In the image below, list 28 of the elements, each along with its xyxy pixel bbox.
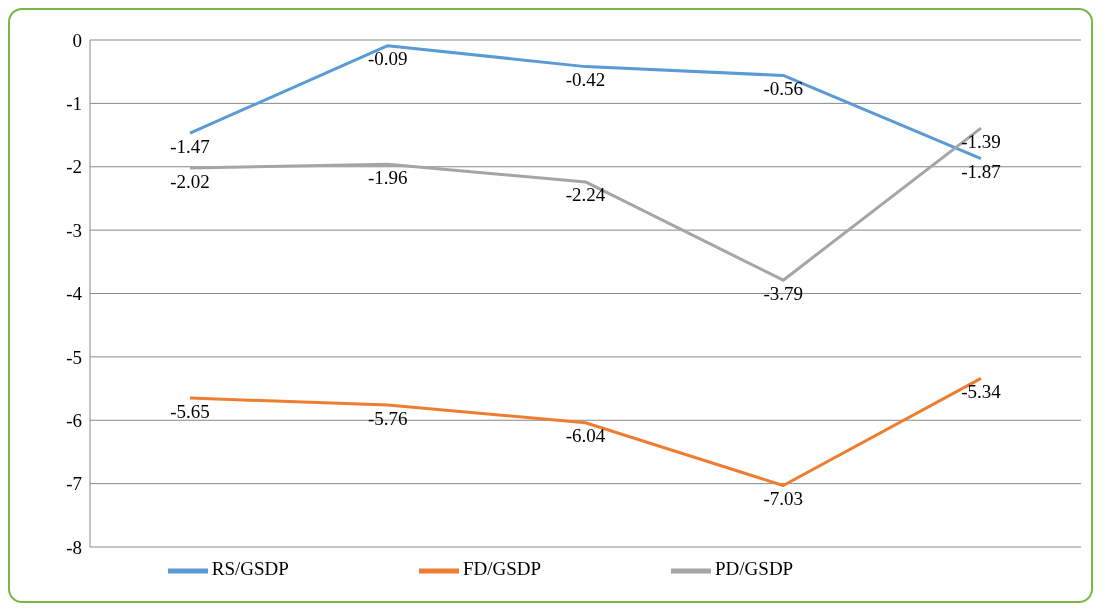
data-label: -0.56 — [763, 77, 804, 99]
data-label: -1.96 — [367, 166, 408, 188]
y-tick-label: -7 — [66, 473, 82, 495]
y-tick-label: -6 — [66, 409, 82, 431]
y-tick-label: 0 — [72, 29, 82, 51]
y-tick-label: -5 — [66, 346, 82, 368]
y-tick-label: -4 — [66, 283, 83, 305]
frame-border: RS/GSDP FD/GSDP PD/GSDP -8 -7 -6 -5 -4 -3 -2 -1 0 -1.47 -0.09 -0.42 -0.56 -1.87 -5.65 -5.76 -6.04 -7.03 -5.34 -2.02 -1.96 -2.24 -3.79 -1.39 — [8, 8, 1093, 603]
y-tick-label: -3 — [66, 219, 82, 241]
data-label: -0.42 — [565, 69, 606, 91]
data-label: -1.39 — [961, 130, 1001, 152]
y-tick-label: -8 — [66, 536, 82, 558]
data-label: -2.02 — [170, 170, 210, 192]
data-label: -5.65 — [170, 400, 210, 422]
data-label: -6.04 — [565, 425, 606, 447]
y-tick-label: -2 — [66, 156, 82, 178]
data-label: -2.24 — [565, 184, 606, 206]
legend-label: RS/GSDP — [211, 558, 289, 580]
data-label: -7.03 — [763, 488, 804, 510]
legend-label: PD/GSDP — [715, 558, 794, 580]
data-label: -1.87 — [961, 161, 1001, 182]
y-tick-label: -1 — [66, 93, 82, 115]
data-label: -5.34 — [961, 380, 1002, 402]
data-label: -3.79 — [763, 282, 804, 304]
data-label: -5.76 — [367, 407, 408, 429]
data-label: -1.47 — [170, 135, 210, 157]
legend-label: FD/GSDP — [462, 558, 542, 580]
data-label: -0.09 — [367, 48, 408, 70]
